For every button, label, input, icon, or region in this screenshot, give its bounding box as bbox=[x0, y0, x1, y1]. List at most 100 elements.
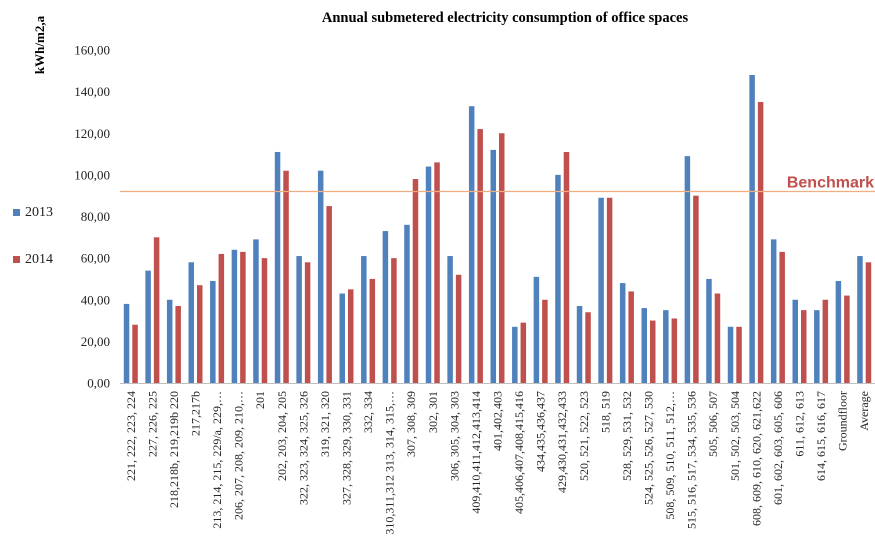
bar-2014-32 bbox=[822, 299, 829, 383]
bars-group bbox=[123, 74, 872, 383]
y-tick-label: 20,00 bbox=[81, 334, 110, 349]
x-category-label: 608, 609, 610, 620, 621,622 bbox=[749, 391, 763, 526]
x-category-label: 528, 529, 531, 532 bbox=[620, 391, 634, 481]
bar-2013-8 bbox=[296, 256, 302, 383]
bar-2014-19 bbox=[542, 299, 548, 383]
bar-2014-16 bbox=[477, 129, 483, 383]
bar-2013-1 bbox=[145, 270, 151, 383]
x-category-label: 319, 321, 320 bbox=[318, 391, 332, 457]
x-category-label: Groundfloor bbox=[836, 391, 850, 451]
x-category-label: 611, 612, 613 bbox=[793, 391, 807, 457]
bar-2013-7 bbox=[274, 151, 281, 383]
bar-2013-6 bbox=[253, 239, 259, 383]
x-category-label: 202, 203, 204, 205 bbox=[275, 391, 289, 481]
x-category-label: 201 bbox=[253, 391, 267, 409]
x-category-label: 434,435,436,437 bbox=[534, 391, 548, 472]
x-category-label: 221, 222, 223, 224 bbox=[124, 391, 138, 481]
bar-2013-34 bbox=[857, 256, 863, 383]
bar-2014-5 bbox=[240, 251, 246, 383]
bar-2014-1 bbox=[153, 237, 160, 383]
x-category-label: 601, 602, 603, 605, 606 bbox=[771, 391, 785, 505]
legend-label-2013: 2013 bbox=[25, 205, 53, 220]
bar-2013-27 bbox=[706, 278, 712, 383]
bar-2014-2 bbox=[175, 305, 181, 383]
y-tick-label: 0,00 bbox=[87, 376, 110, 391]
bar-2014-21 bbox=[585, 312, 591, 383]
x-category-label: 515, 516, 517, 534, 535, 536 bbox=[685, 391, 699, 529]
x-category-label: 327, 328, 329, 330, 331 bbox=[340, 391, 354, 505]
bar-2014-27 bbox=[714, 293, 721, 383]
bar-2014-30 bbox=[779, 251, 785, 383]
x-category-label: 518, 519 bbox=[598, 391, 612, 433]
x-category-label: 213, 214, 215, 229/a, 229,… bbox=[210, 391, 224, 529]
bar-2014-8 bbox=[304, 262, 311, 383]
bar-2014-3 bbox=[197, 285, 203, 383]
bar-2014-7 bbox=[283, 170, 289, 383]
x-category-label: Average bbox=[857, 391, 871, 431]
bar-2014-4 bbox=[218, 253, 225, 383]
bar-2013-10 bbox=[339, 293, 345, 383]
x-category-label: 302, 301 bbox=[426, 391, 440, 433]
y-tick-label: 120,00 bbox=[74, 126, 110, 141]
bar-2014-13 bbox=[412, 179, 419, 383]
bar-2014-26 bbox=[693, 195, 699, 383]
x-category-label: 429,430,431,432,433 bbox=[555, 391, 569, 493]
y-axis-label: kWh/m2,a bbox=[32, 15, 47, 74]
bar-2013-3 bbox=[188, 262, 194, 383]
bar-2013-15 bbox=[447, 256, 453, 383]
bar-2013-16 bbox=[468, 106, 475, 383]
bar-2013-17 bbox=[490, 149, 496, 383]
x-category-label: 505, 506, 507 bbox=[706, 391, 720, 457]
y-axis-ticks: 0,00 20,00 40,00 60,00 80,00 100,00 120,00 140,… bbox=[74, 43, 110, 391]
legend-swatch-2014 bbox=[13, 256, 20, 263]
benchmark-label: Benchmark bbox=[787, 175, 874, 192]
y-tick-label: 140,00 bbox=[74, 84, 110, 99]
x-category-label: 217,217b bbox=[189, 391, 203, 436]
x-axis-category-labels: 221, 222, 223, 224 227, 226, 225 218,218b,… bbox=[124, 391, 871, 535]
bar-2014-10 bbox=[348, 289, 354, 383]
x-category-label: 614, 615, 616, 617 bbox=[814, 391, 828, 481]
x-category-label: 520, 521, 522, 523 bbox=[577, 391, 591, 481]
bar-2014-15 bbox=[455, 274, 462, 383]
bar-2013-9 bbox=[317, 170, 324, 383]
bar-2013-30 bbox=[770, 239, 777, 383]
legend-swatch-2013 bbox=[13, 209, 20, 216]
bar-2013-32 bbox=[814, 310, 820, 383]
chart-title: Annual submetered electricity consumptio… bbox=[322, 10, 689, 26]
bar-2014-17 bbox=[499, 133, 505, 383]
y-tick-label: 100,00 bbox=[74, 167, 110, 182]
x-category-label: 332, 334 bbox=[361, 391, 375, 433]
bar-2013-28 bbox=[727, 326, 734, 383]
bar-2014-28 bbox=[736, 326, 742, 383]
x-category-label: 307, 308, 309 bbox=[404, 391, 418, 457]
x-category-label: 405,406,407,408,415,416 bbox=[512, 391, 526, 514]
legend: 2013 2014 bbox=[13, 205, 53, 267]
x-category-label: 206, 207, 208, 209, 210,… bbox=[232, 391, 246, 520]
bar-2013-14 bbox=[425, 166, 432, 383]
x-category-label: 501, 502, 503, 504 bbox=[728, 391, 742, 481]
bar-2014-20 bbox=[563, 151, 570, 383]
bar-2013-26 bbox=[684, 156, 691, 383]
y-tick-label: 60,00 bbox=[81, 251, 110, 266]
x-category-label: 524, 525, 526, 527, 530 bbox=[642, 391, 656, 505]
bar-2014-25 bbox=[671, 318, 678, 383]
bar-2013-21 bbox=[576, 305, 583, 383]
bar-2013-24 bbox=[641, 308, 647, 383]
bar-2013-12 bbox=[382, 231, 389, 383]
bar-2014-29 bbox=[757, 102, 764, 383]
bar-2013-25 bbox=[663, 310, 669, 383]
x-category-label: 218,218b, 219,219b 220 bbox=[167, 391, 181, 508]
x-category-label: 306, 305, 304, 303 bbox=[447, 391, 461, 481]
bar-2013-0 bbox=[123, 303, 130, 383]
bar-2013-20 bbox=[555, 174, 561, 383]
bar-2013-4 bbox=[210, 281, 216, 383]
bar-2013-29 bbox=[749, 74, 755, 383]
x-category-label: 409,410,411,412,413,414 bbox=[469, 391, 483, 514]
bar-2014-22 bbox=[606, 197, 613, 383]
y-tick-label: 160,00 bbox=[74, 43, 110, 58]
x-category-label: 401,402,403 bbox=[491, 391, 505, 451]
bar-2013-2 bbox=[166, 299, 173, 383]
legend-label-2014: 2014 bbox=[25, 252, 53, 267]
bar-2013-31 bbox=[792, 299, 798, 383]
